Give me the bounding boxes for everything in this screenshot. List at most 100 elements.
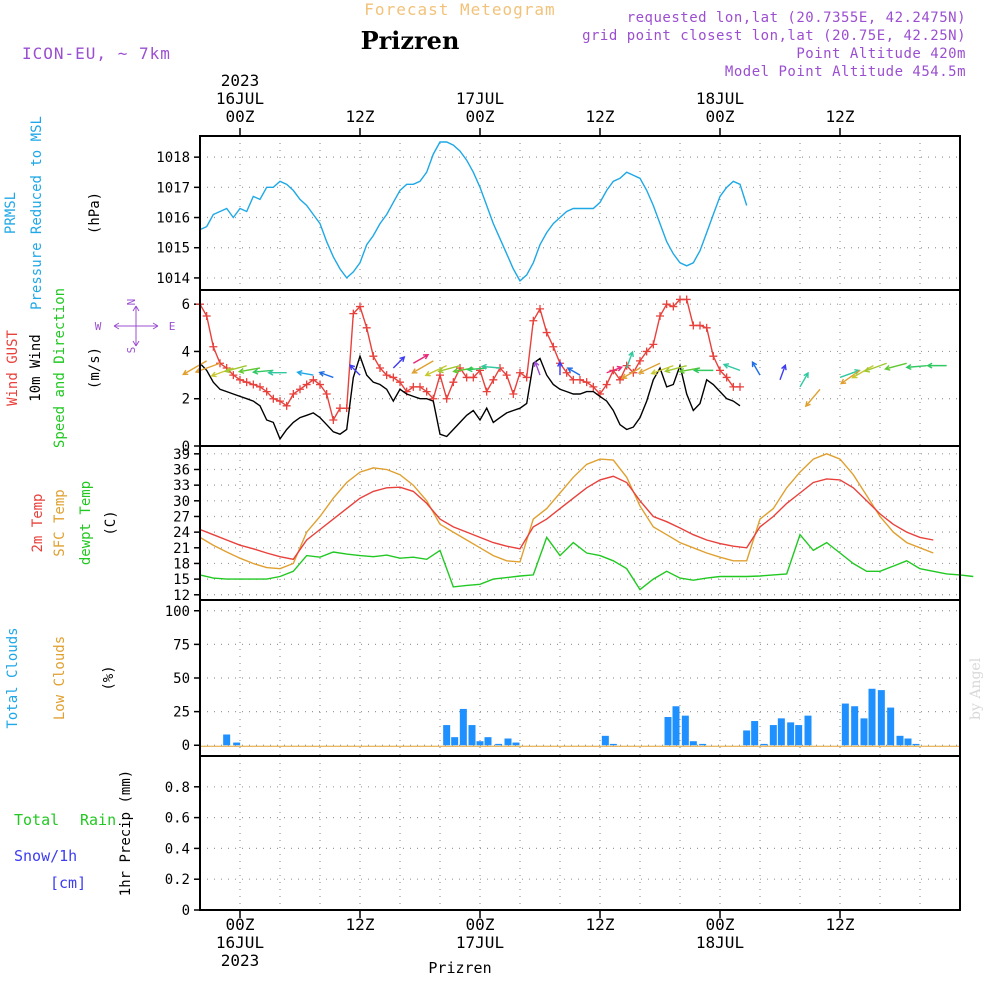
precip-unit-label: [cm] bbox=[50, 874, 86, 892]
panel-label: SFC Temp bbox=[52, 489, 68, 556]
time-label-bottom: 00Z bbox=[706, 915, 735, 934]
wind-arrow bbox=[692, 367, 714, 374]
wind-arrow bbox=[296, 370, 314, 376]
y-tick-label: 0 bbox=[182, 903, 190, 919]
gust-marker bbox=[722, 373, 731, 382]
time-label-bottom: 00Z bbox=[466, 915, 495, 934]
series-line-gust bbox=[199, 298, 740, 422]
wind-arrow bbox=[251, 368, 274, 375]
wind-arrow bbox=[839, 369, 861, 385]
cloud-bar bbox=[459, 708, 467, 746]
gust-marker bbox=[356, 302, 364, 311]
gust-marker bbox=[489, 375, 498, 384]
gust-marker bbox=[689, 321, 698, 330]
wind-arrow bbox=[437, 364, 461, 374]
gust-marker bbox=[229, 371, 238, 380]
gust-marker bbox=[302, 380, 311, 389]
precip-snow-label: Snow/1h bbox=[14, 847, 77, 865]
gust-marker bbox=[642, 347, 651, 356]
cloud-bar bbox=[860, 718, 868, 746]
gust-marker bbox=[702, 323, 711, 332]
y-tick-label: 15 bbox=[173, 572, 190, 588]
gust-marker bbox=[282, 401, 291, 410]
cloud-bar bbox=[601, 735, 609, 746]
gust-marker bbox=[729, 382, 738, 391]
cloud-bar bbox=[443, 725, 451, 746]
gust-marker bbox=[669, 302, 678, 311]
time-label-top: 12Z bbox=[826, 107, 855, 126]
panel-label: Total Clouds bbox=[5, 627, 21, 728]
wind-arrow bbox=[392, 356, 406, 369]
wind-arrow bbox=[556, 360, 564, 376]
chart-title: Prizren bbox=[360, 26, 460, 55]
cloud-bar bbox=[699, 743, 707, 746]
gust-marker bbox=[249, 380, 258, 389]
wind-arrow bbox=[224, 364, 247, 374]
wind-arrow bbox=[620, 367, 641, 379]
wind-arrow bbox=[664, 364, 687, 374]
gust-marker bbox=[296, 385, 304, 394]
cloud-bar bbox=[887, 707, 895, 746]
cloud-bar bbox=[751, 721, 759, 746]
gust-marker bbox=[716, 366, 724, 375]
time-label-top: 12Z bbox=[346, 107, 375, 126]
gust-marker bbox=[409, 382, 418, 391]
y-tick-label: 25 bbox=[173, 705, 190, 721]
wind-arrow bbox=[804, 388, 821, 408]
gust-marker bbox=[536, 304, 544, 313]
cloud-bar bbox=[777, 718, 785, 746]
cloud-bar bbox=[468, 725, 476, 746]
cloud-bar bbox=[495, 743, 503, 746]
y-tick-label: 75 bbox=[173, 637, 190, 653]
wind-arrow bbox=[267, 369, 287, 376]
gust-marker bbox=[576, 375, 584, 384]
wind-arrow bbox=[566, 367, 581, 376]
cloud-bar bbox=[760, 743, 768, 746]
cloud-bar bbox=[795, 725, 803, 746]
gust-marker bbox=[589, 382, 598, 391]
cloud-bar bbox=[841, 703, 849, 746]
panel-label: dewpt Temp bbox=[78, 481, 94, 565]
gust-marker bbox=[349, 309, 358, 318]
y-tick-label: 6 bbox=[182, 297, 190, 313]
gust-marker bbox=[549, 342, 558, 351]
gust-marker bbox=[242, 378, 251, 387]
gust-marker bbox=[309, 375, 318, 384]
wind-arrow bbox=[926, 362, 947, 369]
wind-arrow bbox=[210, 367, 234, 378]
panel-label: Speed and Direction bbox=[52, 288, 68, 448]
wind-arrow bbox=[424, 365, 447, 377]
wind-arrow bbox=[606, 365, 624, 374]
y-tick-label: 4 bbox=[182, 344, 190, 360]
panel-label: PRMSL bbox=[3, 192, 19, 234]
grid-point-location: grid point closest lon,lat (20.75E, 42.2… bbox=[582, 28, 966, 44]
panel-label: 2m Temp bbox=[30, 493, 46, 552]
time-label-top: 18JUL bbox=[696, 89, 744, 108]
wind-arrow bbox=[851, 365, 874, 379]
cloud-bar bbox=[484, 737, 492, 746]
wind-arrow bbox=[318, 371, 334, 379]
panel-label: Pressure Reduced to MSL bbox=[29, 116, 45, 310]
gust-marker bbox=[602, 380, 611, 389]
time-label-bottom: 2023 bbox=[221, 951, 260, 970]
gust-marker bbox=[262, 387, 271, 396]
y-tick-label: 36 bbox=[173, 462, 190, 478]
time-label-bottom: 12Z bbox=[346, 915, 375, 934]
chart-subtitle: Forecast Meteogram bbox=[364, 0, 556, 19]
panel-frame bbox=[199, 135, 961, 291]
wind-arrow bbox=[182, 360, 208, 376]
gust-marker bbox=[416, 382, 424, 391]
gust-marker bbox=[482, 387, 491, 396]
y-tick-label: 1015 bbox=[156, 241, 190, 257]
gust-marker bbox=[469, 373, 478, 382]
point-altitude: Point Altitude 420m bbox=[796, 46, 966, 62]
time-label-bottom: 12Z bbox=[826, 915, 855, 934]
cloud-bar bbox=[681, 715, 689, 746]
gust-marker bbox=[502, 371, 511, 380]
wind-arrow bbox=[637, 362, 661, 375]
y-tick-label: 1018 bbox=[156, 150, 190, 166]
wind-arrow bbox=[412, 354, 430, 364]
time-label-top: 2023 bbox=[221, 71, 260, 90]
gust-marker bbox=[369, 352, 378, 361]
panel-label: 10m Wind bbox=[28, 334, 44, 401]
